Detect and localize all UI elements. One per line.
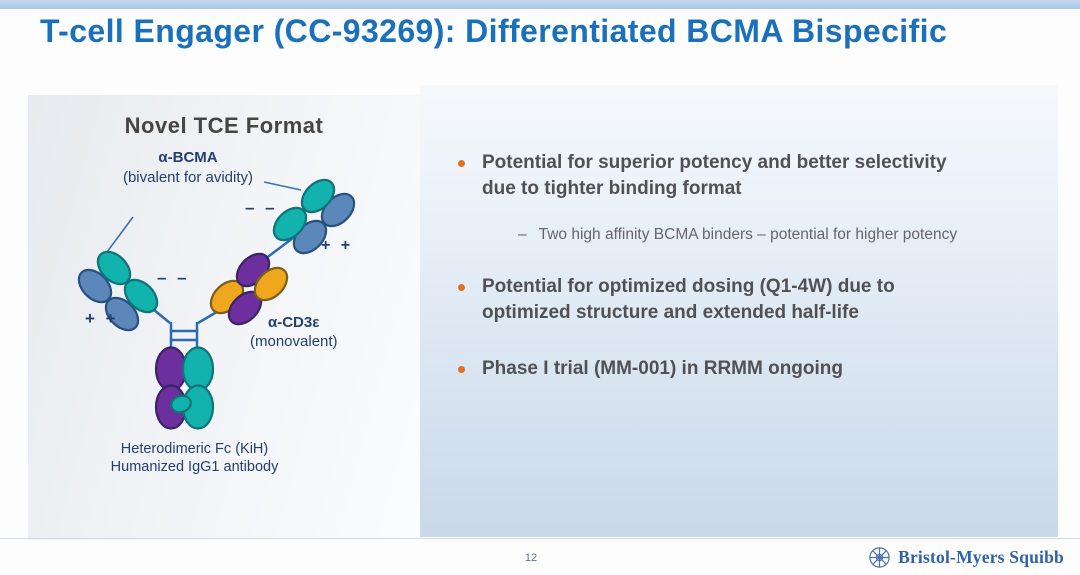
charge-plus-left: + + bbox=[85, 309, 119, 328]
bullet-dot-icon bbox=[458, 284, 465, 291]
label-alpha-cd3: α-CD3ε bbox=[268, 314, 320, 331]
page-number: 12 bbox=[524, 552, 538, 564]
slide-title: T-cell Engager (CC-93269): Differentiate… bbox=[40, 13, 948, 49]
bullet-item: Potential for superior potency and bette… bbox=[456, 150, 1041, 202]
cd3-fab bbox=[209, 252, 289, 326]
pointer-lines bbox=[103, 181, 302, 257]
bullet-list: Potential for superior potency and bette… bbox=[456, 150, 1041, 382]
charge-plus-right: + + bbox=[321, 237, 354, 254]
bullet-item: Potential for optimized dosing (Q1-4W) d… bbox=[456, 274, 1041, 326]
kih-knob bbox=[170, 394, 192, 414]
label-humanized-igg1: Humanized IgG1 antibody bbox=[110, 459, 279, 475]
bullet-text: Potential for superior potency and bette… bbox=[482, 152, 947, 199]
bullet-text: Potential for optimized dosing (Q1-4W) d… bbox=[482, 276, 895, 323]
top-accent-bar bbox=[0, 0, 1080, 9]
bullets-panel bbox=[420, 85, 1058, 537]
bms-logo-text: Bristol-Myers Squibb bbox=[898, 547, 1064, 567]
sub-bullet-item: – Two high affinity BCMA binders – poten… bbox=[518, 224, 1041, 246]
label-monovalent: (monovalent) bbox=[250, 333, 338, 350]
bullet-dot-icon bbox=[458, 160, 465, 167]
bms-logo: Bristol-Myers Squibb bbox=[868, 546, 1064, 569]
bullet-text: Phase I trial (MM-001) in RRMM ongoing bbox=[482, 358, 844, 379]
novel-tce-panel bbox=[28, 95, 420, 540]
footer-divider bbox=[0, 538, 1080, 539]
bms-medallion-icon bbox=[869, 547, 890, 568]
sub-bullet-dash-icon: – bbox=[518, 226, 527, 243]
fc-stem bbox=[154, 346, 215, 430]
sub-bullet-text: Two high affinity BCMA binders – potenti… bbox=[538, 226, 958, 243]
antibody-diagram bbox=[77, 178, 356, 430]
bullet-item: Phase I trial (MM-001) in RRMM ongoing bbox=[456, 356, 1041, 382]
bullet-dot-icon bbox=[458, 366, 465, 373]
panel-heading: Novel TCE Format bbox=[124, 113, 324, 138]
label-bivalent: (bivalent for avidity) bbox=[122, 169, 254, 186]
label-alpha-bcma: α-BCMA bbox=[158, 149, 218, 166]
label-heterodimeric-fc: Heterodimeric Fc (KiH) bbox=[120, 441, 269, 457]
charge-minus-left: – – bbox=[157, 268, 190, 287]
bcma-fab-left bbox=[77, 250, 159, 332]
bcma-fab-right bbox=[272, 178, 356, 255]
hinge-lines bbox=[142, 237, 294, 350]
charge-minus-right: – – bbox=[245, 198, 278, 217]
